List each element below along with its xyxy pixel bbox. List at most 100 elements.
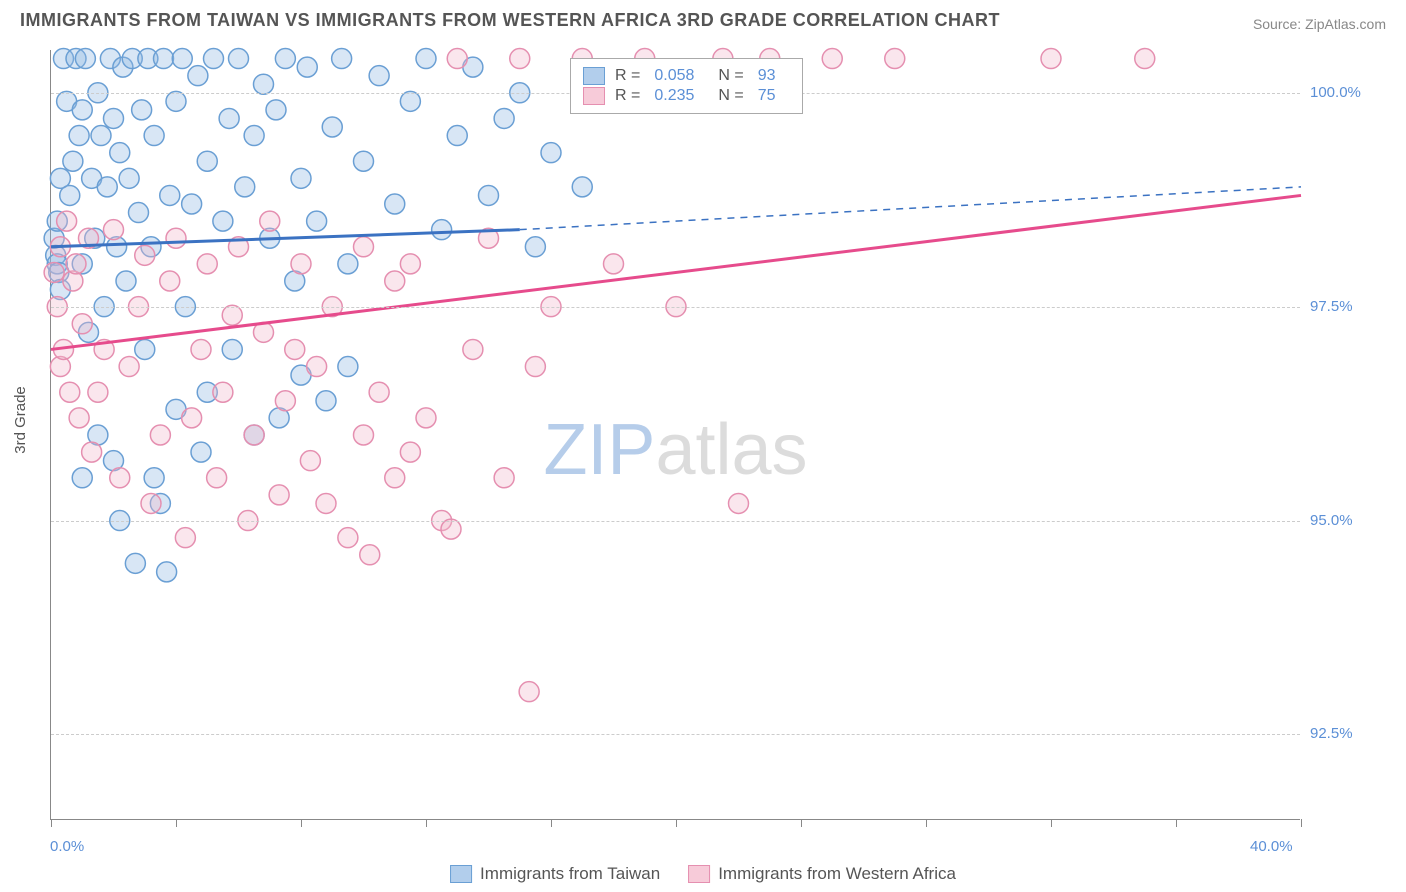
gridline-h [51, 521, 1300, 522]
scatter-point-western_africa [285, 339, 305, 359]
r-value-wafrica: 0.235 [654, 87, 694, 105]
scatter-point-taiwan [316, 391, 336, 411]
scatter-point-western_africa [369, 382, 389, 402]
scatter-point-western_africa [66, 254, 86, 274]
r-label: R = [615, 87, 640, 105]
scatter-point-western_africa [354, 425, 374, 445]
scatter-point-taiwan [160, 185, 180, 205]
scatter-point-western_africa [400, 442, 420, 462]
n-label: N = [718, 87, 743, 105]
swatch-wafrica-icon [688, 865, 710, 883]
x-tick [551, 819, 552, 827]
scatter-point-western_africa [213, 382, 233, 402]
scatter-point-taiwan [188, 66, 208, 86]
legend-bottom: Immigrants from Taiwan Immigrants from W… [450, 864, 956, 884]
scatter-point-western_africa [72, 314, 92, 334]
scatter-point-western_africa [519, 682, 539, 702]
swatch-taiwan-icon [450, 865, 472, 883]
scatter-point-western_africa [385, 271, 405, 291]
x-tick [1176, 819, 1177, 827]
scatter-point-taiwan [116, 271, 136, 291]
y-tick-label: 95.0% [1310, 512, 1353, 529]
scatter-point-taiwan [332, 49, 352, 69]
scatter-point-western_africa [338, 528, 358, 548]
scatter-point-western_africa [604, 254, 624, 274]
scatter-point-taiwan [254, 74, 274, 94]
x-tick [176, 819, 177, 827]
scatter-point-taiwan [135, 339, 155, 359]
scatter-point-taiwan [132, 100, 152, 120]
n-value-taiwan: 93 [758, 67, 776, 85]
scatter-point-taiwan [322, 117, 342, 137]
scatter-point-western_africa [119, 357, 139, 377]
scatter-point-western_africa [291, 254, 311, 274]
scatter-point-western_africa [197, 254, 217, 274]
scatter-point-western_africa [447, 49, 467, 69]
scatter-point-western_africa [525, 357, 545, 377]
scatter-point-western_africa [191, 339, 211, 359]
scatter-point-taiwan [219, 108, 239, 128]
scatter-point-taiwan [191, 442, 211, 462]
scatter-point-taiwan [572, 177, 592, 197]
x-tick [801, 819, 802, 827]
scatter-point-western_africa [269, 485, 289, 505]
scatter-point-western_africa [400, 254, 420, 274]
legend-row-wafrica: R = 0.235 N = 75 [583, 87, 790, 105]
scatter-point-taiwan [75, 49, 95, 69]
x-tick [51, 819, 52, 827]
y-axis-label: 3rd Grade [12, 386, 29, 454]
scatter-point-western_africa [150, 425, 170, 445]
scatter-point-western_africa [69, 408, 89, 428]
scatter-point-taiwan [307, 211, 327, 231]
scatter-point-western_africa [260, 211, 280, 231]
chart-title: IMMIGRANTS FROM TAIWAN VS IMMIGRANTS FRO… [20, 10, 1000, 31]
chart-svg [51, 50, 1300, 819]
scatter-point-western_africa [1041, 49, 1061, 69]
x-tick [1301, 819, 1302, 827]
n-value-wafrica: 75 [758, 87, 776, 105]
scatter-point-taiwan [235, 177, 255, 197]
scatter-point-taiwan [72, 100, 92, 120]
scatter-point-taiwan [144, 468, 164, 488]
scatter-point-western_africa [182, 408, 202, 428]
scatter-point-western_africa [729, 493, 749, 513]
scatter-point-taiwan [129, 203, 149, 223]
scatter-point-western_africa [275, 391, 295, 411]
source-text: Source: ZipAtlas.com [1253, 16, 1386, 32]
scatter-point-western_africa [222, 305, 242, 325]
scatter-point-western_africa [141, 493, 161, 513]
scatter-point-western_africa [354, 237, 374, 257]
x-tick [426, 819, 427, 827]
scatter-point-western_africa [360, 545, 380, 565]
scatter-point-taiwan [157, 562, 177, 582]
scatter-point-taiwan [275, 49, 295, 69]
scatter-point-taiwan [291, 168, 311, 188]
scatter-point-western_africa [57, 211, 77, 231]
scatter-point-western_africa [822, 49, 842, 69]
scatter-point-taiwan [244, 126, 264, 146]
scatter-point-taiwan [266, 100, 286, 120]
scatter-point-taiwan [432, 220, 452, 240]
scatter-point-taiwan [213, 211, 233, 231]
scatter-point-taiwan [525, 237, 545, 257]
scatter-point-taiwan [400, 91, 420, 111]
scatter-point-western_africa [44, 262, 64, 282]
gridline-h [51, 734, 1300, 735]
scatter-point-taiwan [369, 66, 389, 86]
scatter-point-western_africa [110, 468, 130, 488]
x-tick [676, 819, 677, 827]
legend-item-taiwan: Immigrants from Taiwan [450, 864, 660, 884]
scatter-point-taiwan [91, 126, 111, 146]
scatter-point-western_africa [88, 382, 108, 402]
scatter-point-taiwan [222, 339, 242, 359]
scatter-point-taiwan [447, 126, 467, 146]
scatter-point-western_africa [416, 408, 436, 428]
scatter-point-taiwan [297, 57, 317, 77]
y-tick-label: 100.0% [1310, 84, 1361, 101]
scatter-point-taiwan [110, 143, 130, 163]
scatter-point-taiwan [72, 468, 92, 488]
scatter-point-western_africa [175, 528, 195, 548]
scatter-point-taiwan [338, 254, 358, 274]
scatter-point-taiwan [182, 194, 202, 214]
scatter-point-taiwan [204, 49, 224, 69]
